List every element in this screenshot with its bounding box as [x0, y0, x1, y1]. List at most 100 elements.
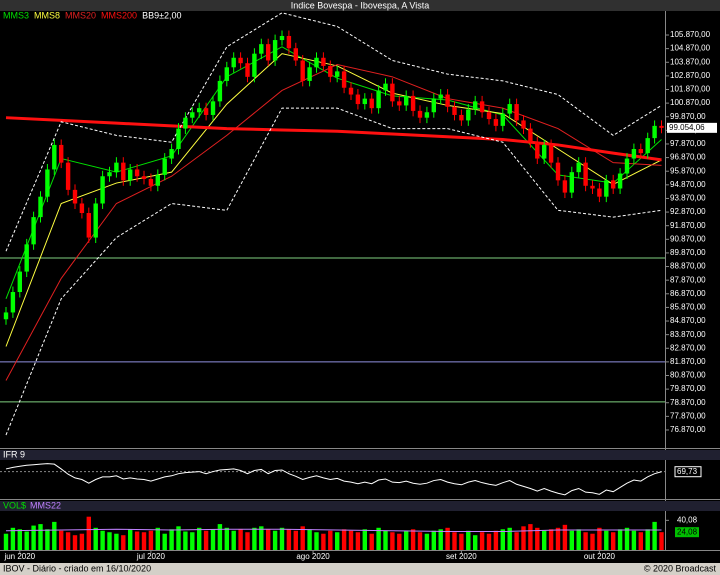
volume-bar [190, 532, 195, 550]
volume-bar [348, 530, 354, 550]
volume-bar [466, 530, 471, 550]
y-tick-label: 82.870,00 [670, 343, 706, 352]
volume-bar [328, 530, 333, 550]
volume-bar [417, 532, 423, 550]
candle-body [217, 80, 223, 102]
candle-body [259, 44, 264, 54]
y-tick-label: 93.870,00 [670, 194, 706, 203]
volume-bar [590, 533, 595, 550]
volume-bar [169, 529, 174, 550]
candle-body [10, 292, 16, 313]
volume-bar [93, 527, 98, 550]
volume-bar [224, 527, 229, 550]
volume-bar [493, 530, 499, 550]
volume-bar [148, 530, 154, 550]
volume-bar [431, 530, 436, 550]
volume-bar [438, 529, 443, 550]
ifr-header [0, 450, 720, 460]
last-price-box [667, 122, 717, 133]
candle-body [24, 244, 29, 272]
volume-bar [631, 530, 637, 550]
candle-body [410, 95, 416, 111]
y-tick-label: 103.870,00 [670, 57, 711, 66]
candle-body [79, 203, 85, 214]
candle-body [224, 67, 229, 81]
volume-tick-label: 40,08 [677, 515, 698, 524]
candle-body [128, 169, 133, 181]
chart-title: Indice Bovespa - Ibovespa, A Vista [291, 0, 429, 10]
candle-body [238, 57, 243, 64]
y-tick-label: 101.870,00 [670, 85, 711, 94]
candle-body [535, 142, 540, 159]
candle-body [121, 162, 126, 181]
candle-body [3, 312, 9, 320]
volume-bar [217, 524, 223, 550]
candle-body [307, 67, 312, 81]
candle-body [293, 48, 298, 61]
candle-body [459, 114, 464, 121]
y-tick-label: 81.870,00 [670, 357, 706, 366]
volume-bar [86, 516, 91, 550]
volume-bar [597, 527, 602, 550]
candle-body [203, 108, 209, 115]
volume-bar [300, 526, 305, 550]
y-tick-label: 95.870,00 [670, 166, 706, 175]
y-tick-label: 77.870,00 [670, 411, 706, 420]
volume-bar [17, 529, 22, 550]
volume-bar [555, 527, 561, 550]
candle-body [479, 101, 485, 113]
candle-body [604, 180, 609, 197]
y-tick-label: 89.870,00 [670, 248, 706, 257]
ifr-last-box [674, 466, 702, 478]
candle-body [72, 189, 78, 204]
volume-bar [397, 533, 402, 550]
candle-body [659, 125, 664, 128]
candle-body [314, 57, 319, 68]
volume-bar [424, 533, 430, 550]
candle-body [376, 90, 381, 109]
x-tick-label: jul 2020 [136, 552, 166, 561]
y-tick-label: 85.870,00 [670, 303, 706, 312]
volume-bar [314, 532, 319, 550]
candle-body [341, 71, 347, 88]
volume-bar [79, 533, 85, 550]
candle-body [569, 172, 574, 193]
volume-bar [203, 530, 209, 550]
candle-body [17, 271, 22, 293]
volume-bar [528, 524, 533, 550]
volume-bar [128, 529, 133, 550]
candle-body [507, 104, 512, 114]
candle-body [279, 35, 285, 41]
legend-entry: MMS3 [3, 10, 29, 20]
ifr-last-label: 69,73 [677, 467, 698, 476]
legend-entry: MMS8 [34, 10, 60, 20]
volume-bar [238, 529, 243, 550]
volume-ma-name: MMS22 [30, 500, 61, 510]
volume-bar [210, 529, 216, 550]
volume-bar [383, 530, 388, 550]
volume-bar [65, 532, 71, 550]
candle-body [486, 112, 492, 120]
candle-body [652, 125, 657, 139]
volume-bar [486, 533, 492, 550]
volume-bar [321, 533, 326, 550]
candle-body [231, 57, 236, 68]
candle-body [597, 188, 602, 197]
footer-bar [0, 563, 720, 575]
volume-bar [404, 530, 409, 550]
band-lower [5, 107, 662, 436]
volume-bar [652, 521, 657, 550]
candle-body [190, 112, 195, 118]
candle-body [424, 112, 430, 118]
y-tick-label: 83.870,00 [670, 330, 706, 339]
candle-body [31, 217, 36, 245]
x-tick-label: out 2020 [584, 552, 616, 561]
volume-bar [38, 524, 43, 550]
volume-bar [52, 521, 57, 550]
volume-bar [3, 533, 9, 550]
overlay-line [5, 64, 662, 381]
volume-title: VOL$ [3, 500, 26, 510]
candle-body [431, 98, 436, 113]
volume-bar [24, 531, 29, 550]
volume-bar [272, 530, 278, 550]
